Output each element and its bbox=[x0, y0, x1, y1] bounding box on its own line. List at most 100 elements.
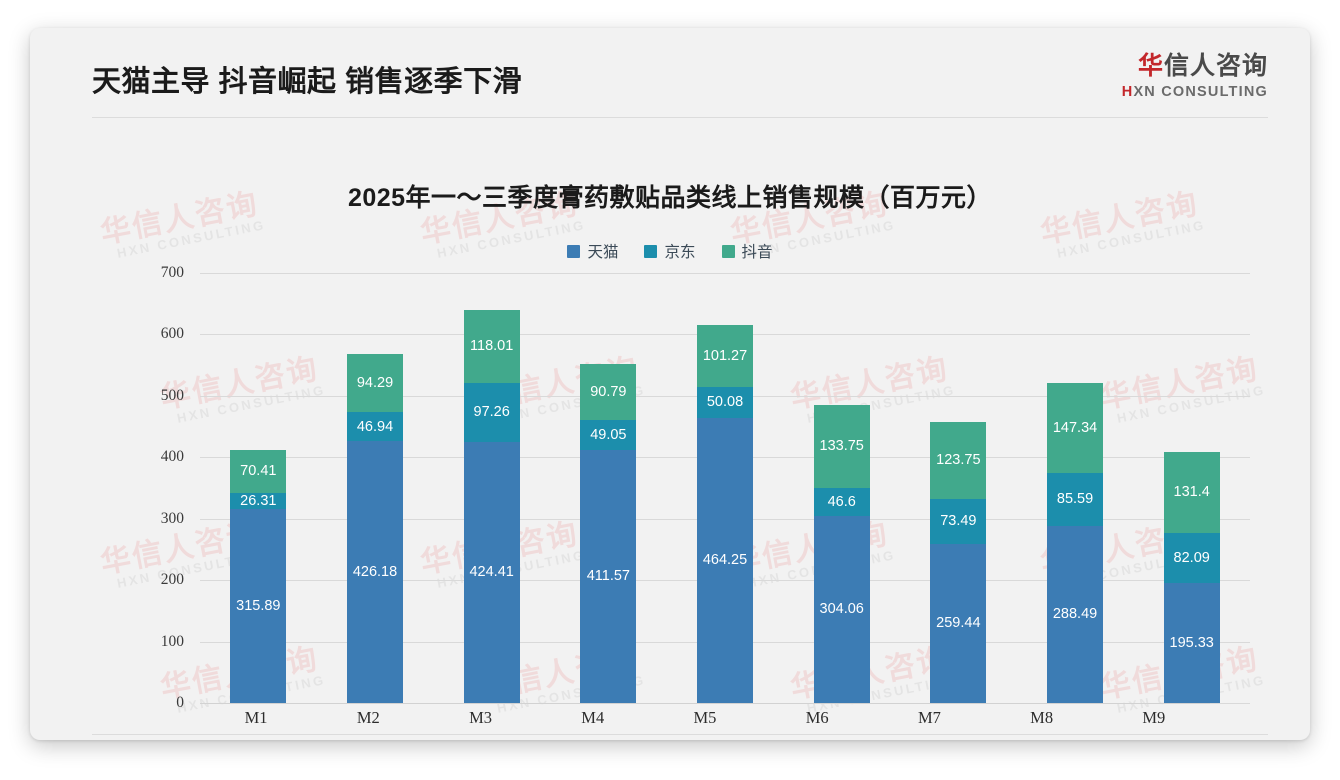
bar-value-label: 46.94 bbox=[356, 418, 394, 435]
bar-value-label: 101.27 bbox=[702, 347, 748, 364]
bar-segment-天猫[interactable]: 315.89 bbox=[230, 508, 287, 703]
bar-column-M5[interactable]: 101.27 50.08 464.25 bbox=[667, 273, 784, 703]
bar-segment-抖音[interactable]: 147.34 bbox=[1047, 382, 1104, 474]
card-header: 天猫主导 抖音崛起 销售逐季下滑 华信人咨询 HXN CONSULTING bbox=[30, 28, 1310, 118]
y-axis-labels: 700 600 500 400 300 200 100 0 bbox=[130, 264, 192, 711]
bar-segment-京东[interactable]: 49.05 bbox=[580, 420, 637, 451]
bar-segment-天猫[interactable]: 304.06 bbox=[813, 516, 870, 703]
chart-legend: 天猫 京东 抖音 bbox=[30, 240, 1310, 262]
x-axis-labels: M1 M2 M3 M4 M5 M6 M7 M8 M9 bbox=[200, 708, 1210, 728]
logo-en-accent: H bbox=[1121, 84, 1134, 100]
logo-chinese-text: 华信人咨询 bbox=[1122, 54, 1268, 79]
gridline bbox=[200, 273, 1250, 274]
bar-value-label: 50.08 bbox=[706, 394, 744, 411]
footer-divider bbox=[92, 734, 1268, 735]
bar-value-label: 123.75 bbox=[936, 452, 981, 469]
bar-value-label: 259.44 bbox=[936, 615, 981, 632]
legend-label: 天猫 bbox=[587, 244, 619, 261]
bar-value-label: 26.31 bbox=[240, 492, 277, 509]
bar-value-label: 288.49 bbox=[1052, 606, 1098, 623]
bar-segment-京东[interactable]: 26.31 bbox=[230, 492, 287, 509]
legend-label: 抖音 bbox=[741, 244, 773, 261]
bar-column-M6[interactable]: 133.75 46.6 304.06 bbox=[783, 273, 900, 703]
x-axis-tick-label: M5 bbox=[693, 708, 717, 727]
legend-item-抖音[interactable]: 抖音 bbox=[721, 240, 773, 262]
bar-stack: 70.41 26.31 315.89 bbox=[230, 449, 287, 703]
bar-segment-抖音[interactable]: 123.75 bbox=[930, 422, 987, 499]
y-axis-tick-label: 500 bbox=[160, 386, 184, 404]
bar-value-label: 195.33 bbox=[1169, 634, 1214, 651]
bar-segment-抖音[interactable]: 90.79 bbox=[580, 364, 637, 421]
logo-english-text: HXN CONSULTING bbox=[1122, 85, 1268, 100]
x-axis-tick-label: M4 bbox=[581, 708, 605, 727]
y-axis-tick-label: 700 bbox=[160, 264, 184, 281]
bar-segment-天猫[interactable]: 288.49 bbox=[1047, 525, 1104, 703]
bar-segment-京东[interactable]: 82.09 bbox=[1163, 532, 1220, 584]
bar-value-label: 90.79 bbox=[590, 383, 627, 400]
bar-segment-天猫[interactable]: 259.44 bbox=[930, 543, 987, 703]
bar-column-M8[interactable]: 147.34 85.59 288.49 bbox=[1017, 273, 1134, 703]
legend-item-天猫[interactable]: 天猫 bbox=[567, 240, 618, 262]
legend-label: 京东 bbox=[664, 244, 696, 261]
bar-value-label: 133.75 bbox=[819, 438, 864, 455]
x-axis-tick-label: M9 bbox=[1142, 708, 1166, 727]
bar-series-container: 70.41 26.31 315.89 94.29 46.94 426.18 118.01 97… bbox=[200, 273, 1250, 703]
x-axis-tick-label: M8 bbox=[1030, 708, 1054, 727]
bar-segment-京东[interactable]: 73.49 bbox=[930, 498, 987, 544]
x-axis-tick-label: M7 bbox=[917, 708, 941, 727]
bar-value-label: 49.05 bbox=[590, 426, 627, 443]
bar-value-label: 315.89 bbox=[236, 597, 281, 614]
x-axis-tick-label: M3 bbox=[469, 708, 492, 727]
bar-segment-抖音[interactable]: 133.75 bbox=[813, 405, 870, 488]
bar-segment-京东[interactable]: 85.59 bbox=[1047, 473, 1104, 526]
y-axis-tick-label: 0 bbox=[176, 694, 184, 711]
y-axis-tick-label: 300 bbox=[160, 509, 184, 527]
bar-value-label: 411.57 bbox=[586, 568, 630, 585]
bar-segment-京东[interactable]: 50.08 bbox=[697, 387, 754, 418]
bar-segment-天猫[interactable]: 426.18 bbox=[347, 441, 403, 703]
bar-segment-抖音[interactable]: 101.27 bbox=[697, 324, 754, 388]
bar-segment-天猫[interactable]: 464.25 bbox=[697, 417, 754, 703]
y-axis-tick-label: 600 bbox=[160, 325, 184, 343]
chart-plot-area: 700 600 500 400 300 200 100 0 70.41 26.31 315.89 9… bbox=[130, 264, 1250, 711]
bar-segment-京东[interactable]: 46.94 bbox=[347, 412, 403, 442]
bar-segment-抖音[interactable]: 118.01 bbox=[463, 310, 520, 383]
bar-value-label: 70.41 bbox=[240, 462, 277, 479]
bar-stack: 94.29 46.94 426.18 bbox=[347, 354, 403, 703]
bar-stack: 90.79 49.05 411.57 bbox=[580, 364, 637, 703]
company-logo: 华信人咨询 HXN CONSULTING bbox=[1122, 54, 1268, 100]
logo-cn-rest: 信人咨询 bbox=[1163, 52, 1268, 80]
y-axis-tick-label: 200 bbox=[160, 571, 184, 589]
bar-segment-抖音[interactable]: 70.41 bbox=[230, 449, 287, 493]
bar-segment-京东[interactable]: 46.6 bbox=[813, 487, 870, 517]
bar-stack: 131.4 82.09 195.33 bbox=[1163, 451, 1220, 703]
bar-value-label: 46.6 bbox=[827, 493, 856, 510]
bar-segment-天猫[interactable]: 424.41 bbox=[463, 442, 520, 703]
x-axis-tick-label: M6 bbox=[805, 708, 829, 727]
bar-value-label: 85.59 bbox=[1056, 491, 1094, 508]
bar-column-M7[interactable]: 123.75 73.49 259.44 bbox=[900, 273, 1017, 703]
bar-column-M9[interactable]: 131.4 82.09 195.33 bbox=[1133, 273, 1250, 703]
page-title: 天猫主导 抖音崛起 销售逐季下滑 bbox=[92, 66, 523, 98]
bar-segment-天猫[interactable]: 411.57 bbox=[580, 450, 637, 703]
bar-stack: 123.75 73.49 259.44 bbox=[930, 422, 987, 703]
bar-value-label: 73.49 bbox=[940, 512, 977, 529]
header-divider bbox=[92, 117, 1268, 118]
legend-swatch-icon bbox=[567, 244, 581, 258]
bar-stack: 133.75 46.6 304.06 bbox=[813, 405, 870, 703]
bar-column-M1[interactable]: 70.41 26.31 315.89 bbox=[200, 273, 317, 703]
report-card: 华信人咨询 HXN CONSULTING 华信人咨询 HXN CONSULTING 华信… bbox=[30, 28, 1310, 740]
y-axis-tick-label: 100 bbox=[160, 632, 184, 650]
bar-segment-天猫[interactable]: 195.33 bbox=[1163, 583, 1220, 703]
bar-column-M4[interactable]: 90.79 49.05 411.57 bbox=[550, 273, 667, 703]
bar-stack: 118.01 97.26 424.41 bbox=[463, 310, 520, 703]
bar-column-M2[interactable]: 94.29 46.94 426.18 bbox=[317, 273, 434, 703]
legend-item-京东[interactable]: 京东 bbox=[644, 240, 696, 262]
bar-segment-抖音[interactable]: 94.29 bbox=[347, 354, 403, 413]
logo-en-rest: XN CONSULTING bbox=[1133, 84, 1268, 100]
bar-segment-京东[interactable]: 97.26 bbox=[463, 382, 520, 443]
bar-segment-抖音[interactable]: 131.4 bbox=[1163, 451, 1220, 533]
bar-column-M3[interactable]: 118.01 97.26 424.41 bbox=[433, 273, 550, 703]
legend-swatch-icon bbox=[721, 244, 735, 258]
